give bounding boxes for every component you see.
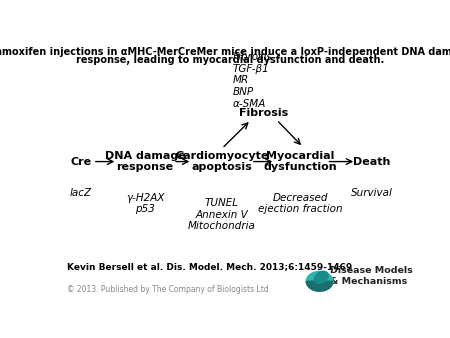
Text: Cardiomyocyte
apoptosis: Cardiomyocyte apoptosis bbox=[175, 151, 269, 172]
Text: lacZ: lacZ bbox=[70, 188, 92, 198]
Text: TUNEL
Annexin V
Mitochondria: TUNEL Annexin V Mitochondria bbox=[188, 198, 256, 231]
Text: Fibrosis
TGF-β1
MR
BNP
α-SMA: Fibrosis TGF-β1 MR BNP α-SMA bbox=[232, 52, 272, 109]
Text: Myocardial
dysfunction: Myocardial dysfunction bbox=[264, 151, 337, 172]
Text: Cre: Cre bbox=[70, 156, 91, 167]
Circle shape bbox=[306, 271, 333, 291]
Text: Kevin Bersell et al. Dis. Model. Mech. 2013;6:1459-1469: Kevin Bersell et al. Dis. Model. Mech. 2… bbox=[67, 262, 352, 271]
Wedge shape bbox=[306, 281, 333, 291]
Text: © 2013. Published by The Company of Biologists Ltd: © 2013. Published by The Company of Biol… bbox=[67, 285, 269, 294]
Text: Disease Models
& Mechanisms: Disease Models & Mechanisms bbox=[330, 266, 413, 286]
Text: Tamoxifen injections in αMHC-MerCreMer mice induce a loxP-independent DNA damage: Tamoxifen injections in αMHC-MerCreMer m… bbox=[0, 47, 450, 57]
Text: Survival: Survival bbox=[351, 188, 393, 198]
Text: Decreased
ejection fraction: Decreased ejection fraction bbox=[258, 193, 343, 214]
Text: Death: Death bbox=[353, 156, 391, 167]
Text: DNA damage
response: DNA damage response bbox=[105, 151, 185, 172]
Ellipse shape bbox=[315, 271, 328, 284]
Text: response, leading to myocardial dysfunction and death.: response, leading to myocardial dysfunct… bbox=[76, 55, 385, 65]
Text: Fibrosis: Fibrosis bbox=[239, 108, 288, 118]
Text: γ-H2AX
p53: γ-H2AX p53 bbox=[126, 193, 164, 214]
